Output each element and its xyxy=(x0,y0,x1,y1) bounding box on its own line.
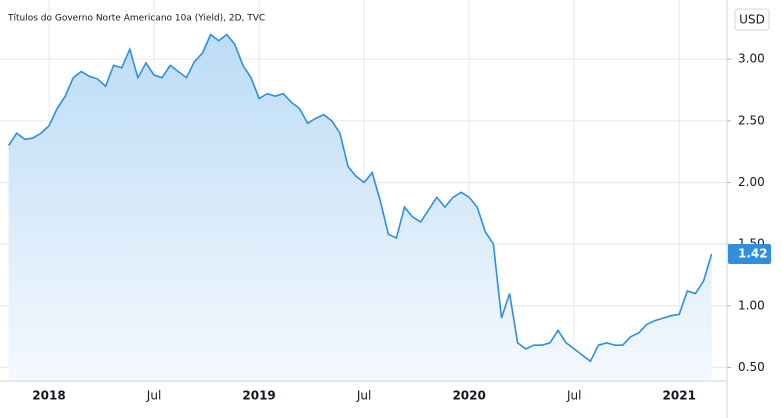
y-tick-label: 0.50 xyxy=(738,360,765,374)
x-tick-label: Jul xyxy=(356,389,371,403)
area xyxy=(8,34,712,381)
y-tick-label: 1.00 xyxy=(738,298,765,312)
x-tick-label: Jul xyxy=(146,389,161,403)
last-value-badge xyxy=(728,244,771,264)
x-tick-label: Jul xyxy=(566,389,581,403)
y-tick-label: 2.50 xyxy=(738,113,765,127)
line xyxy=(7,33,713,363)
last-value-label: 1.42 xyxy=(738,247,768,261)
chart-title: Títulos do Governo Norte Americano 10a (… xyxy=(7,14,265,24)
currency: USD xyxy=(739,13,765,27)
x-tick-label: 2020 xyxy=(452,389,485,403)
x-tick-label: 2019 xyxy=(242,389,275,403)
x-tick-label: 2018 xyxy=(32,389,65,403)
x-tick-label: 2021 xyxy=(663,389,696,403)
plot xyxy=(7,33,713,381)
y-tick-label: 2.00 xyxy=(738,175,765,189)
y-tick-label: 3.00 xyxy=(738,52,765,66)
currency-box[interactable] xyxy=(734,8,770,31)
